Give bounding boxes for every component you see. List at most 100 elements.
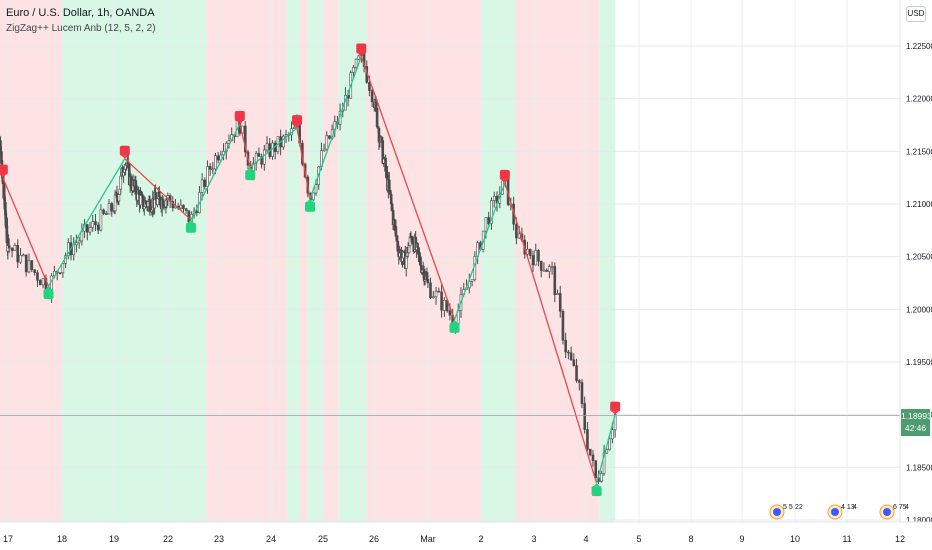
candle-body	[94, 221, 97, 226]
zigzag-segment	[2, 177, 50, 287]
candle-body	[550, 266, 554, 268]
candle-body	[577, 380, 581, 383]
candle-body	[265, 143, 269, 151]
candle-body	[33, 269, 36, 273]
candle-body	[437, 290, 441, 293]
candle-body	[77, 240, 81, 244]
pivot-high-marker	[292, 115, 302, 126]
candle-body	[354, 58, 358, 68]
trend-band-bull	[286, 0, 300, 522]
bar-countdown: 42:46	[904, 423, 927, 433]
candle-body	[282, 135, 285, 148]
symbol-title[interactable]: Euro / U.S. Dollar, 1h, OANDA	[6, 7, 155, 19]
pivot-high-marker	[0, 164, 8, 175]
candle-body	[182, 204, 185, 209]
candle-body	[484, 217, 488, 232]
candle-body	[24, 254, 28, 273]
candle-body	[110, 203, 114, 212]
time-tick-label: 10	[790, 534, 800, 544]
price-tick-label: 1.20000	[906, 305, 932, 314]
candle-body	[7, 245, 11, 249]
candle-body	[200, 179, 204, 193]
currency-button[interactable]: USD	[906, 6, 926, 22]
time-tick-label: 23	[214, 534, 224, 544]
candle-body	[263, 149, 266, 165]
candle-body	[243, 125, 247, 153]
candle-body	[75, 242, 78, 246]
candle-body	[211, 168, 215, 171]
candle-body	[602, 452, 606, 474]
time-tick-label: 9	[739, 534, 744, 544]
time-tick-label: 8	[688, 534, 693, 544]
candle-body	[208, 166, 212, 170]
candle-body	[368, 82, 371, 91]
candle-body	[370, 90, 374, 103]
candle-body	[375, 108, 379, 128]
candle-body	[206, 166, 209, 187]
time-tick-label: 12	[895, 534, 905, 544]
candle-body	[608, 438, 611, 451]
candle-body	[490, 200, 493, 224]
candle-body	[431, 296, 435, 299]
chart-legend: Euro / U.S. Dollar, 1h, OANDA ZigZag++ L…	[6, 6, 156, 36]
candle-body	[567, 351, 570, 354]
candle-body	[284, 134, 288, 137]
time-tick-label: Mar	[420, 534, 436, 544]
candle-body	[599, 473, 603, 482]
pivot-low-pointer	[247, 167, 254, 171]
pivot-high-marker	[234, 110, 245, 121]
zigzag-segment	[249, 127, 298, 168]
candle-body	[440, 291, 443, 311]
zigzag-segment	[360, 56, 456, 321]
time-tick-label: 26	[369, 534, 379, 544]
candle-body	[580, 382, 584, 404]
candle-body	[322, 148, 326, 151]
time-tick-label: 2	[478, 534, 483, 544]
candle-body	[448, 310, 452, 316]
candle-body	[561, 310, 565, 341]
price-tick-label: 1.18500	[906, 463, 932, 472]
pivot-high-pointer	[612, 411, 619, 415]
pivot-low-marker	[305, 201, 315, 212]
candle-body	[572, 359, 576, 366]
time-tick-label: 22	[163, 534, 173, 544]
candle-body	[30, 260, 34, 271]
candle-body	[16, 245, 20, 263]
candle-body	[254, 153, 258, 164]
zigzag-segment	[453, 182, 506, 321]
price-tick-label: 1.19500	[906, 358, 932, 367]
candle-body	[325, 135, 329, 150]
candle-body	[528, 248, 532, 256]
candle-body	[548, 266, 551, 272]
candle-body	[2, 185, 6, 196]
candle-body	[517, 233, 521, 239]
trend-band-bear	[299, 0, 308, 522]
indicator-title[interactable]: ZigZag++ Lucem Anb (12, 5, 2, 2)	[6, 23, 156, 34]
event-count: 4	[905, 504, 909, 511]
candle-body	[556, 293, 559, 295]
trend-band-bear	[515, 0, 600, 522]
zigzag-segment	[47, 158, 126, 287]
zigzag-segment	[190, 123, 241, 221]
candle-body	[195, 210, 199, 214]
candle-body	[36, 272, 39, 281]
price-tick-label: 1.20500	[906, 253, 932, 262]
candle-body	[416, 242, 419, 248]
candle-body	[203, 179, 207, 187]
candle-body	[22, 254, 25, 257]
candle-body	[41, 278, 45, 286]
trend-band-bear	[206, 0, 287, 522]
event-label: 6 75	[893, 504, 907, 511]
candle-body	[117, 194, 121, 202]
time-tick-label: 19	[109, 534, 119, 544]
candle-body	[27, 260, 31, 273]
candle-body	[311, 192, 315, 201]
candle-body	[139, 194, 142, 206]
price-tick-label: 1.22500	[906, 42, 932, 51]
candle-body	[58, 272, 62, 275]
price-tick-label: 1.21000	[906, 200, 932, 209]
pivot-low-marker	[43, 289, 54, 300]
zigzag-segment	[239, 123, 251, 168]
event-count: 22	[795, 504, 803, 511]
